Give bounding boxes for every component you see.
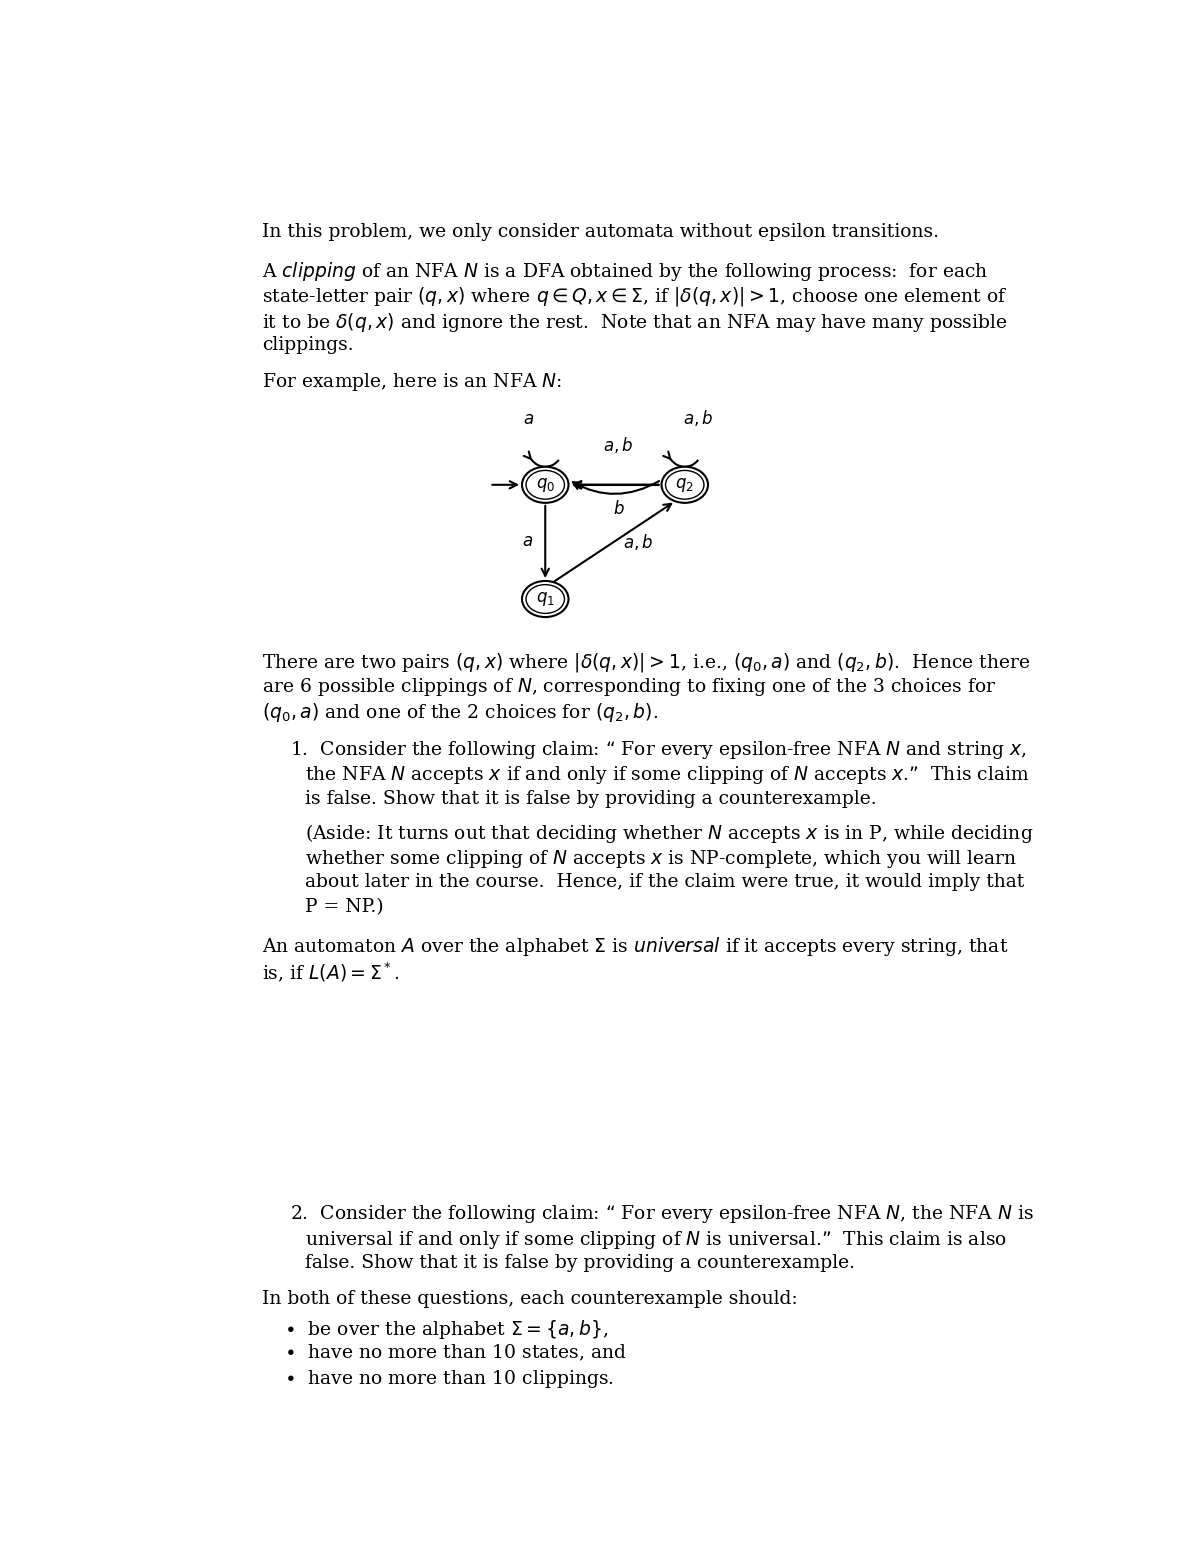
Text: An automaton $A$ over the alphabet $\Sigma$ is $\mathit{universal}$ if it accept: An automaton $A$ over the alphabet $\Sig… [263, 935, 1009, 959]
Ellipse shape [661, 466, 708, 504]
Ellipse shape [522, 582, 569, 617]
Ellipse shape [522, 466, 569, 504]
Text: are 6 possible clippings of $N$, corresponding to fixing one of the 3 choices fo: are 6 possible clippings of $N$, corresp… [263, 677, 997, 698]
Text: $b$: $b$ [613, 499, 625, 518]
Text: $\bullet$  have no more than 10 clippings.: $\bullet$ have no more than 10 clippings… [284, 1369, 614, 1391]
Text: is, if $L(A) = \Sigma^*$.: is, if $L(A) = \Sigma^*$. [263, 960, 400, 984]
Text: There are two pairs $(q, x)$ where $|\delta(q, x)| > 1$, i.e., $(q_0, a)$ and $(: There are two pairs $(q, x)$ where $|\de… [263, 650, 1031, 673]
Text: In both of these questions, each counterexample should:: In both of these questions, each counter… [263, 1289, 798, 1308]
Text: $a$: $a$ [523, 412, 534, 429]
Text: clippings.: clippings. [263, 337, 354, 354]
Text: A $\mathit{clipping}$ of an NFA $N$ is a DFA obtained by the following process: : A $\mathit{clipping}$ of an NFA $N$ is a… [263, 260, 989, 284]
Text: $q_1$: $q_1$ [535, 589, 554, 608]
Text: state-letter pair $(q, x)$ where $q \in Q, x \in \Sigma$, if $|\delta(q, x)| > 1: state-letter pair $(q, x)$ where $q \in … [263, 285, 1008, 309]
Text: about later in the course.  Hence, if the claim were true, it would imply that: about later in the course. Hence, if the… [305, 873, 1025, 892]
Text: 1.  Consider the following claim: “ For every epsilon-free NFA $N$ and string $x: 1. Consider the following claim: “ For e… [289, 739, 1026, 761]
Text: $\bullet$  have no more than 10 states, and: $\bullet$ have no more than 10 states, a… [284, 1342, 626, 1363]
Text: $a$: $a$ [522, 533, 533, 550]
Text: For example, here is an NFA $N$:: For example, here is an NFA $N$: [263, 371, 563, 393]
Text: it to be $\delta(q, x)$ and ignore the rest.  Note that an NFA may have many pos: it to be $\delta(q, x)$ and ignore the r… [263, 310, 1008, 334]
Text: whether some clipping of $N$ accepts $x$ is NP-complete, which you will learn: whether some clipping of $N$ accepts $x$… [305, 848, 1018, 870]
Text: $a, b$: $a, b$ [684, 408, 714, 429]
Text: P = NP.): P = NP.) [305, 898, 384, 917]
Text: 2.  Consider the following claim: “ For every epsilon-free NFA $N$, the NFA $N$ : 2. Consider the following claim: “ For e… [289, 1204, 1033, 1225]
Text: $(q_0, a)$ and one of the 2 choices for $(q_2, b)$.: $(q_0, a)$ and one of the 2 choices for … [263, 702, 659, 725]
Text: the NFA $N$ accepts $x$ if and only if some clipping of $N$ accepts $x$.”  This : the NFA $N$ accepts $x$ if and only if s… [305, 764, 1030, 786]
Text: In this problem, we only consider automata without epsilon transitions.: In this problem, we only consider automa… [263, 223, 940, 242]
Text: $q_0$: $q_0$ [535, 475, 554, 494]
Text: universal if and only if some clipping of $N$ is universal.”  This claim is also: universal if and only if some clipping o… [305, 1228, 1007, 1250]
Text: false. Show that it is false by providing a counterexample.: false. Show that it is false by providin… [305, 1253, 854, 1272]
Text: (Aside: It turns out that deciding whether $N$ accepts $x$ is in P, while decidi: (Aside: It turns out that deciding wheth… [305, 822, 1033, 845]
Text: $a, b$: $a, b$ [623, 532, 654, 552]
Text: $\bullet$  be over the alphabet $\Sigma = \{a, b\}$,: $\bullet$ be over the alphabet $\Sigma =… [284, 1317, 608, 1341]
Text: is false. Show that it is false by providing a counterexample.: is false. Show that it is false by provi… [305, 790, 877, 808]
Text: $q_2$: $q_2$ [676, 475, 694, 494]
Text: $a, b$: $a, b$ [602, 435, 634, 455]
